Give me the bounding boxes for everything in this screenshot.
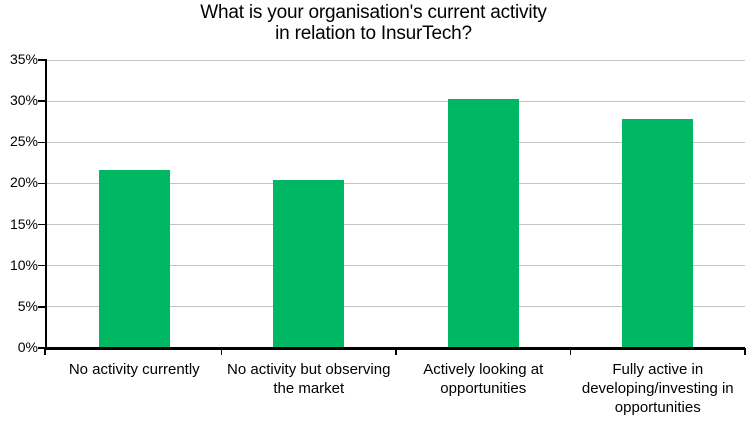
y-axis-tick bbox=[38, 182, 45, 185]
bar bbox=[273, 180, 345, 348]
y-tick-label: 15% bbox=[9, 215, 38, 232]
x-axis-tick bbox=[44, 348, 46, 355]
x-axis-tick bbox=[744, 348, 746, 355]
gridline bbox=[47, 59, 745, 61]
y-tick-label: 20% bbox=[9, 174, 38, 191]
gridline bbox=[47, 182, 745, 184]
y-axis-tick bbox=[38, 264, 45, 267]
y-tick-label: 30% bbox=[9, 92, 38, 109]
y-tick-label: 0% bbox=[17, 339, 38, 355]
y-axis-tick bbox=[38, 347, 45, 349]
y-axis-tick bbox=[38, 306, 45, 308]
y-axis-tick bbox=[38, 59, 45, 61]
x-axis-tick bbox=[569, 348, 572, 355]
y-axis-tick bbox=[38, 223, 45, 226]
bar bbox=[447, 99, 519, 348]
y-tick-label: 10% bbox=[9, 256, 38, 273]
gridline bbox=[47, 265, 745, 267]
y-tick-label: 5% bbox=[17, 297, 38, 314]
x-axis-tick bbox=[220, 348, 223, 355]
gridline bbox=[47, 100, 745, 102]
x-category-label: No activity currently bbox=[68, 361, 200, 378]
x-category-label: Actively looking at opportunities bbox=[423, 361, 544, 397]
bar bbox=[622, 119, 694, 348]
y-tick-label: 35% bbox=[9, 51, 38, 67]
x-axis-tick bbox=[395, 348, 397, 355]
chart-title: What is your organisation's current acti… bbox=[0, 2, 747, 44]
gridline bbox=[47, 141, 745, 143]
x-axis-line bbox=[44, 347, 745, 350]
y-axis-line bbox=[44, 59, 47, 350]
gridline bbox=[47, 306, 745, 308]
x-category-label: Fully active in developing/investing in … bbox=[581, 361, 734, 416]
y-axis-tick bbox=[38, 141, 45, 144]
y-tick-label: 25% bbox=[9, 133, 38, 150]
bar bbox=[98, 170, 170, 348]
y-axis-tick bbox=[38, 100, 45, 102]
gridline bbox=[47, 224, 745, 226]
x-category-label: No activity but observing the market bbox=[227, 361, 391, 397]
chart-title-line2: in relation to InsurTech? bbox=[275, 23, 472, 44]
chart-title-line1: What is your organisation's current acti… bbox=[200, 2, 547, 23]
